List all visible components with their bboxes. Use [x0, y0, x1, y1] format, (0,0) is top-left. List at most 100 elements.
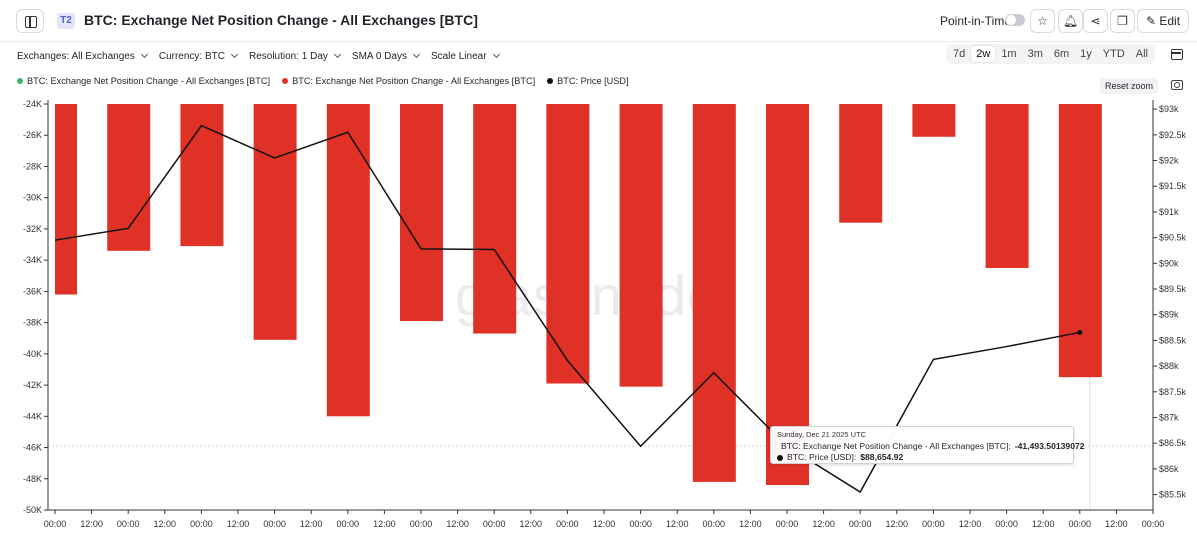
y-tick-label: -44K — [23, 411, 42, 421]
bar — [546, 104, 590, 384]
copy-icon[interactable]: ❐ — [1110, 9, 1135, 33]
chart-legend: BTC: Exchange Net Position Change - All … — [17, 76, 629, 86]
range-2w[interactable]: 2w — [971, 46, 996, 62]
bar — [766, 104, 809, 486]
y-tick-label: -36K — [23, 286, 42, 296]
sma-dropdown[interactable]: SMA 0 Days — [351, 48, 420, 64]
legend-dot — [17, 78, 23, 84]
tooltip-series2-value: $88,654.92 — [860, 452, 904, 462]
x-tick-label: 00:00 — [995, 519, 1018, 529]
bar — [839, 104, 883, 223]
bar — [253, 104, 297, 340]
sidebar-toggle-icon[interactable] — [16, 9, 44, 33]
legend-label: BTC: Exchange Net Position Change - All … — [292, 76, 536, 86]
x-tick-label: 12:00 — [886, 519, 909, 529]
y-tick-label: $86k — [1159, 464, 1179, 474]
bar — [180, 104, 224, 247]
exchanges-dropdown[interactable]: Exchanges: All Exchanges — [17, 48, 148, 64]
bar — [692, 104, 736, 482]
point-in-time-toggle[interactable] — [1005, 14, 1025, 26]
y-tick-label: $89.5k — [1159, 284, 1187, 294]
x-tick-label: 12:00 — [154, 519, 177, 529]
tier-badge: T2 — [57, 13, 75, 29]
point-in-time-label: Point-in-Time — [940, 14, 1011, 28]
legend-item-0[interactable]: BTC: Exchange Net Position Change - All … — [17, 76, 270, 86]
y-axis-left: -24K -26K -28K -30K -32K -34K -36K -38K -40K -42K… — [23, 99, 48, 515]
x-tick-label: 00:00 — [776, 519, 799, 529]
tooltip-row-price: BTC: Price [USD]: $88,654.92 — [777, 452, 1067, 463]
edit-button-label: Edit — [1159, 14, 1181, 28]
x-tick-label: 12:00 — [520, 519, 543, 529]
bar — [912, 104, 956, 137]
y-tick-label: $92k — [1159, 156, 1179, 166]
tooltip-series1-value: -41,493.50139072 — [1014, 441, 1085, 451]
x-axis: 00:00 12:00 00:00 12:00 00:00 12:00 00:00 12:00… — [44, 510, 1165, 529]
reset-zoom-button[interactable]: Reset zoom — [1100, 78, 1158, 94]
y-tick-label: $92.5k — [1159, 130, 1187, 140]
x-tick-label: 00:00 — [1142, 519, 1165, 529]
y-tick-label: -28K — [23, 161, 42, 171]
y-tick-label: $90.5k — [1159, 233, 1187, 243]
x-tick-label: 12:00 — [666, 519, 689, 529]
range-ytd[interactable]: YTD — [1102, 48, 1125, 60]
range-1y[interactable]: 1y — [1080, 48, 1092, 60]
x-tick-label: 00:00 — [483, 519, 506, 529]
x-tick-label: 00:00 — [44, 519, 67, 529]
filter-bar: Exchanges: All Exchanges Currency: BTC R… — [17, 48, 500, 64]
currency-dropdown[interactable]: Currency: BTC — [159, 48, 239, 64]
y-tick-label: $93k — [1159, 104, 1179, 114]
price-point-highlight — [1077, 329, 1083, 335]
range-all[interactable]: All — [1135, 48, 1149, 60]
range-6m[interactable]: 6m — [1053, 48, 1070, 60]
y-tick-label: -30K — [23, 193, 42, 203]
x-tick-label: 12:00 — [80, 519, 103, 529]
edit-button[interactable]: ✎ Edit — [1137, 9, 1189, 33]
x-tick-label: 12:00 — [1032, 519, 1055, 529]
x-tick-label: 12:00 — [959, 519, 982, 529]
legend-dot — [547, 78, 554, 84]
bell-icon[interactable]: 🔔︎ — [1058, 9, 1083, 33]
chart-tooltip: Sunday, Dec 21 2025 UTC BTC: Exchange Ne… — [770, 426, 1085, 464]
tooltip-date: Sunday, Dec 21 2025 UTC — [777, 430, 867, 439]
bar — [107, 104, 151, 251]
x-tick-label: 00:00 — [117, 519, 140, 529]
page-title: BTC: Exchange Net Position Change - All … — [84, 12, 478, 28]
share-icon[interactable]: ⋖ — [1083, 9, 1108, 33]
y-tick-label: -32K — [23, 224, 42, 234]
calendar-icon[interactable] — [1166, 44, 1188, 64]
x-tick-label: 00:00 — [703, 519, 726, 529]
bar — [326, 104, 370, 417]
x-tick-label: 12:00 — [446, 519, 469, 529]
range-1m[interactable]: 1m — [1001, 48, 1017, 60]
y-tick-label: -42K — [23, 380, 42, 390]
scale-dropdown-label: Scale Linear — [430, 50, 487, 62]
x-tick-label: 12:00 — [739, 519, 762, 529]
x-tick-label: 00:00 — [922, 519, 945, 529]
star-icon[interactable]: ☆ — [1030, 9, 1055, 33]
tooltip-row-netposition: BTC: Exchange Net Position Change - All … — [777, 441, 1085, 452]
y-tick-label: $87k — [1159, 412, 1179, 422]
tooltip-series2-label: BTC: Price [USD]: — [787, 452, 857, 462]
legend-label: BTC: Price [USD] — [557, 76, 629, 86]
resolution-dropdown[interactable]: Resolution: 1 Day — [249, 48, 341, 64]
tooltip-series1-label: BTC: Exchange Net Position Change - All … — [781, 441, 1011, 451]
y-tick-label: $85.5k — [1159, 490, 1187, 500]
legend-item-1[interactable]: BTC: Exchange Net Position Change - All … — [282, 76, 535, 86]
y-tick-label: -38K — [23, 318, 42, 328]
sma-dropdown-label: SMA 0 Days — [351, 50, 407, 62]
camera-icon[interactable] — [1171, 80, 1183, 90]
x-tick-label: 00:00 — [263, 519, 286, 529]
y-tick-label: -26K — [23, 130, 42, 140]
y-axis-right: $93k $92.5k $92k $91.5k $91k $90.5k $90k $89.5k… — [1153, 104, 1187, 500]
price-line-series — [54, 124, 1083, 494]
y-tick-label: $91k — [1159, 207, 1179, 217]
x-tick-label: 12:00 — [1105, 519, 1128, 529]
legend-item-2[interactable]: BTC: Price [USD] — [547, 76, 629, 86]
x-tick-label: 12:00 — [373, 519, 396, 529]
scale-dropdown[interactable]: Scale Linear — [430, 48, 500, 64]
legend-label: BTC: Exchange Net Position Change - All … — [27, 76, 271, 86]
range-3m[interactable]: 3m — [1027, 48, 1043, 60]
bar — [619, 104, 663, 387]
range-7d[interactable]: 7d — [953, 48, 966, 60]
bar — [1058, 104, 1102, 378]
